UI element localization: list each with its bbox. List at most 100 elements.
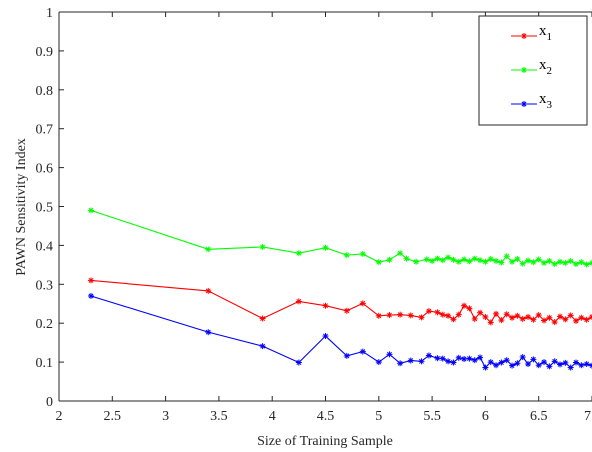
- data-point: [541, 259, 548, 266]
- data-point: [295, 359, 302, 366]
- y-tick-label: 0.3: [36, 278, 54, 293]
- data-point: [445, 358, 452, 365]
- data-point: [583, 316, 590, 323]
- y-tick-label: 1: [46, 6, 53, 21]
- data-point: [541, 359, 548, 366]
- y-tick-label: 0.8: [36, 84, 54, 99]
- data-point: [477, 257, 484, 264]
- data-point: [439, 311, 446, 318]
- x-tick-label: 6: [482, 409, 489, 424]
- y-tick-label: 0.9: [36, 45, 54, 60]
- data-point: [87, 292, 94, 299]
- data-point: [589, 313, 592, 320]
- data-point: [375, 312, 382, 319]
- data-point: [482, 313, 489, 320]
- legend-item-x3: x3: [511, 91, 553, 111]
- data-point: [455, 311, 462, 318]
- x-tick-label: 4: [269, 409, 276, 424]
- data-point: [482, 364, 489, 371]
- data-point: [471, 255, 478, 262]
- legend: x1 x2 x3: [478, 15, 588, 126]
- y-tick-label: 0.2: [36, 317, 54, 332]
- legend-label: x3: [539, 91, 553, 111]
- y-tick-label: 0.5: [36, 201, 54, 216]
- data-point: [259, 343, 266, 350]
- data-point: [434, 255, 441, 262]
- data-point: [535, 362, 542, 369]
- series-x2: [87, 207, 592, 268]
- data-point: [343, 352, 350, 359]
- data-point: [429, 257, 436, 264]
- data-point: [461, 256, 468, 263]
- data-point: [551, 261, 558, 268]
- data-point: [455, 258, 462, 265]
- x-tick-label: 3.5: [210, 409, 228, 424]
- data-point: [530, 356, 537, 363]
- data-point: [259, 315, 266, 322]
- x-tick-label: 3: [162, 409, 169, 424]
- data-point: [450, 359, 457, 366]
- data-point: [503, 311, 510, 318]
- data-point: [578, 314, 585, 321]
- data-point: [530, 316, 537, 323]
- data-point: [541, 317, 548, 324]
- series-x1: [87, 277, 592, 326]
- data-point: [413, 258, 420, 265]
- y-tick-label: 0.6: [36, 162, 54, 177]
- legend-marker: [521, 101, 527, 107]
- data-point: [589, 362, 592, 369]
- y-tick-label: 0.7: [36, 123, 54, 138]
- data-point: [562, 316, 569, 323]
- x-tick-label: 2: [56, 409, 63, 424]
- data-point: [477, 354, 484, 361]
- data-point: [397, 311, 404, 318]
- data-point: [87, 207, 94, 214]
- data-point: [503, 253, 510, 260]
- data-point: [546, 257, 553, 264]
- x-tick-label: 4.5: [317, 409, 335, 424]
- data-point: [493, 310, 500, 317]
- data-point: [509, 362, 516, 369]
- x-tick-label: 6.5: [530, 409, 548, 424]
- data-point: [519, 260, 526, 267]
- data-point: [461, 355, 468, 362]
- data-point: [525, 313, 532, 320]
- data-point: [386, 312, 393, 319]
- data-point: [578, 362, 585, 369]
- data-point: [482, 258, 489, 265]
- data-point: [471, 315, 478, 322]
- x-tick-label: 2.5: [104, 409, 122, 424]
- data-point: [551, 319, 558, 326]
- series-layer: [87, 207, 592, 371]
- y-tick-label: 0.1: [36, 356, 54, 371]
- data-point: [397, 250, 404, 257]
- data-point: [434, 309, 441, 316]
- data-point: [450, 316, 457, 323]
- data-point: [359, 250, 366, 257]
- data-point: [407, 312, 414, 319]
- data-point: [573, 359, 580, 366]
- data-point: [498, 317, 505, 324]
- data-point: [439, 355, 446, 362]
- data-point: [425, 352, 432, 359]
- data-point: [509, 314, 516, 321]
- data-point: [519, 315, 526, 322]
- data-point: [450, 256, 457, 263]
- data-point: [525, 257, 532, 264]
- data-point: [578, 259, 585, 266]
- data-point: [573, 317, 580, 324]
- data-point: [487, 359, 494, 366]
- data-point: [461, 302, 468, 309]
- data-point: [466, 258, 473, 265]
- data-point: [562, 359, 569, 366]
- x-tick-label: 5.5: [423, 409, 441, 424]
- data-point: [403, 255, 410, 262]
- data-point: [567, 257, 574, 264]
- data-point: [322, 302, 329, 309]
- data-point: [503, 357, 510, 364]
- legend-item-x1: x1: [511, 23, 552, 43]
- data-point: [386, 351, 393, 358]
- data-point: [557, 313, 564, 320]
- data-point: [259, 243, 266, 250]
- data-point: [583, 361, 590, 368]
